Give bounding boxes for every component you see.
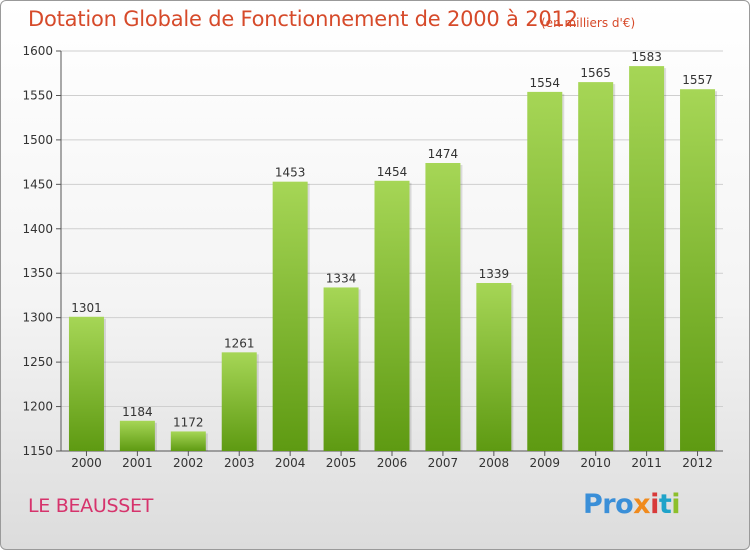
x-tick-label: 2007 (428, 456, 459, 470)
bar-value-label: 1301 (71, 301, 102, 315)
proxiti-logo[interactable]: Proxiti (583, 489, 681, 520)
bar (272, 181, 308, 451)
bar-value-label: 1184 (122, 405, 153, 419)
bar-value-label: 1474 (428, 147, 459, 161)
bar-value-label: 1172 (173, 415, 204, 429)
x-tick-label: 2001 (122, 456, 153, 470)
bar (476, 283, 512, 451)
y-tick-label: 1400 (22, 222, 53, 236)
bars (68, 66, 718, 451)
bar (629, 66, 665, 451)
x-tick-label: 2008 (479, 456, 510, 470)
y-tick-label: 1150 (22, 444, 53, 458)
y-tick-label: 1300 (22, 311, 53, 325)
bar-value-label: 1334 (326, 271, 357, 285)
logo-part: i (671, 489, 681, 520)
bar-value-label: 1557 (682, 73, 713, 87)
bar (425, 163, 461, 451)
x-tick-label: 2009 (529, 456, 560, 470)
bar (374, 180, 410, 451)
labels: 1150 1200 1250 1300 1350 1400 1450 1500 1550 1600… (22, 44, 712, 470)
x-tick-label: 2005 (326, 456, 357, 470)
bar-value-label: 1453 (275, 166, 306, 180)
y-tick-label: 1600 (22, 44, 53, 58)
bar-value-label: 1454 (377, 165, 408, 179)
x-tick-label: 2003 (224, 456, 255, 470)
bar (323, 287, 359, 451)
y-tick-label: 1500 (22, 133, 53, 147)
bar-value-label: 1583 (631, 50, 662, 64)
y-tick-label: 1350 (22, 266, 53, 280)
x-tick-label: 2010 (580, 456, 611, 470)
chart-title: Dotation Globale de Fonctionnement de 20… (28, 7, 578, 31)
logo-part: Pro (583, 489, 634, 520)
bar (170, 431, 206, 451)
y-tick-label: 1450 (22, 177, 53, 191)
x-tick-label: 2004 (275, 456, 306, 470)
x-tick-label: 2011 (631, 456, 662, 470)
bar-value-label: 1554 (529, 76, 560, 90)
bar (68, 316, 104, 451)
x-tick-label: 2012 (682, 456, 713, 470)
x-tick-label: 2002 (173, 456, 204, 470)
y-tick-label: 1250 (22, 355, 53, 369)
commune-name: LE BEAUSSET (28, 495, 154, 517)
bar (119, 420, 155, 451)
logo-part: x (633, 489, 651, 520)
bar (221, 352, 257, 451)
y-tick-label: 1200 (22, 400, 53, 414)
bar (527, 91, 563, 451)
x-tick-label: 2006 (377, 456, 408, 470)
bar (680, 89, 716, 451)
logo-part: i (650, 489, 659, 520)
chart-subtitle: (en milliers d'€) (541, 16, 636, 30)
bar (578, 82, 614, 451)
x-tick-label: 2000 (71, 456, 102, 470)
bar-value-label: 1339 (479, 267, 510, 281)
bar-value-label: 1261 (224, 336, 255, 350)
logo-part: t (658, 489, 672, 520)
bar-value-label: 1565 (580, 66, 611, 80)
y-tick-label: 1550 (22, 88, 53, 102)
